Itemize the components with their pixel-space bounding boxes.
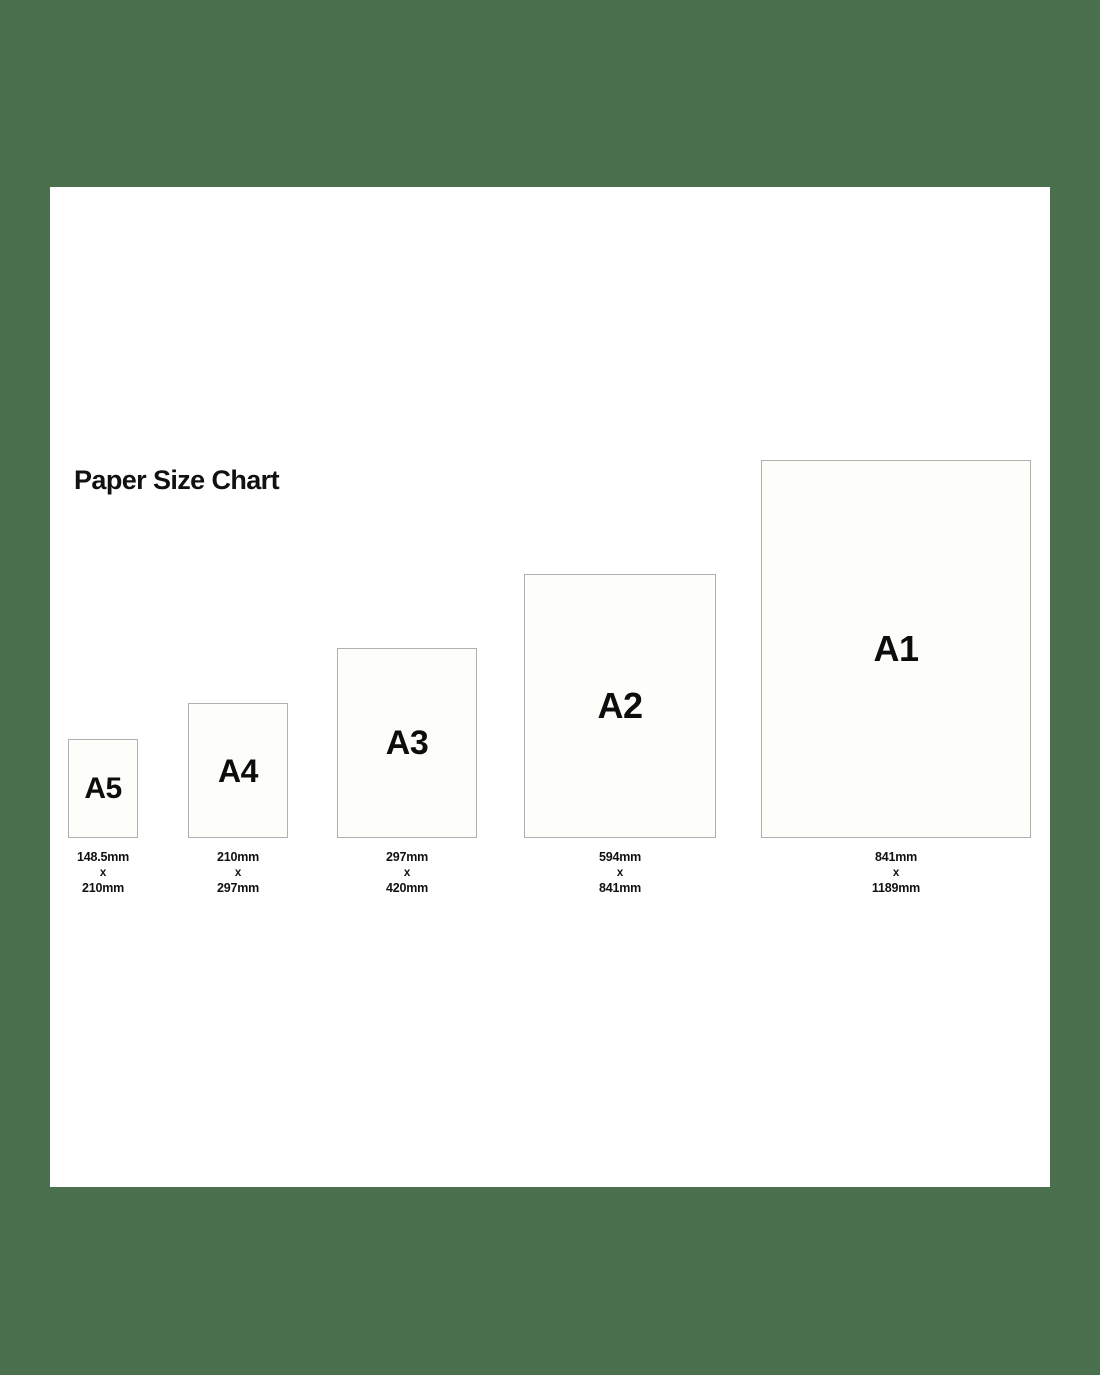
paper-separator-a1: x (892, 866, 900, 879)
paper-box-a5[interactable]: A5 (68, 739, 138, 838)
paper-box-a2[interactable]: A2 (524, 574, 716, 838)
paper-label-a2: A2 (597, 685, 643, 726)
paper-box-a3[interactable]: A3 (337, 648, 477, 838)
paper-width-a1: 841mm (874, 850, 918, 864)
paper-box-a1[interactable]: A1 (761, 460, 1031, 838)
paper-label-a5: A5 (84, 771, 122, 805)
paper-height-a1: 1189mm (871, 881, 921, 895)
paper-height-a3: 420mm (385, 881, 429, 895)
paper-height-a5: 210mm (81, 881, 125, 895)
paper-width-a2: 594mm (598, 850, 642, 864)
paper-label-a4: A4 (218, 752, 258, 789)
paper-width-a5: 148.5mm (76, 850, 130, 864)
paper-caption-a4: 210mm x 297mm (188, 850, 288, 897)
paper-width-a4: 210mm (216, 850, 260, 864)
paper-height-a4: 297mm (216, 881, 260, 895)
paper-size-row: A5 148.5mm x 210mm A4 210mm x 297mm A3 (50, 187, 1050, 1187)
paper-separator-a3: x (403, 866, 411, 879)
paper-separator-a2: x (616, 866, 624, 879)
paper-caption-a3: 297mm x 420mm (337, 850, 477, 897)
paper-label-a1: A1 (873, 628, 919, 669)
page-title: Paper Size Chart (74, 465, 280, 495)
paper-label-a3: A3 (385, 724, 429, 762)
paper-box-a4[interactable]: A4 (188, 703, 288, 838)
paper-caption-a5: 148.5mm x 210mm (68, 850, 138, 897)
paper-caption-a1: 841mm x 1189mm (761, 850, 1031, 897)
paper-height-a2: 841mm (598, 881, 642, 895)
paper-caption-a2: 594mm x 841mm (524, 850, 716, 897)
paper-separator-a5: x (99, 866, 107, 879)
paper-separator-a4: x (234, 866, 242, 879)
chart-card: Paper Size Chart A5 148.5mm x 210mm A4 2… (50, 187, 1050, 1187)
paper-width-a3: 297mm (385, 850, 429, 864)
